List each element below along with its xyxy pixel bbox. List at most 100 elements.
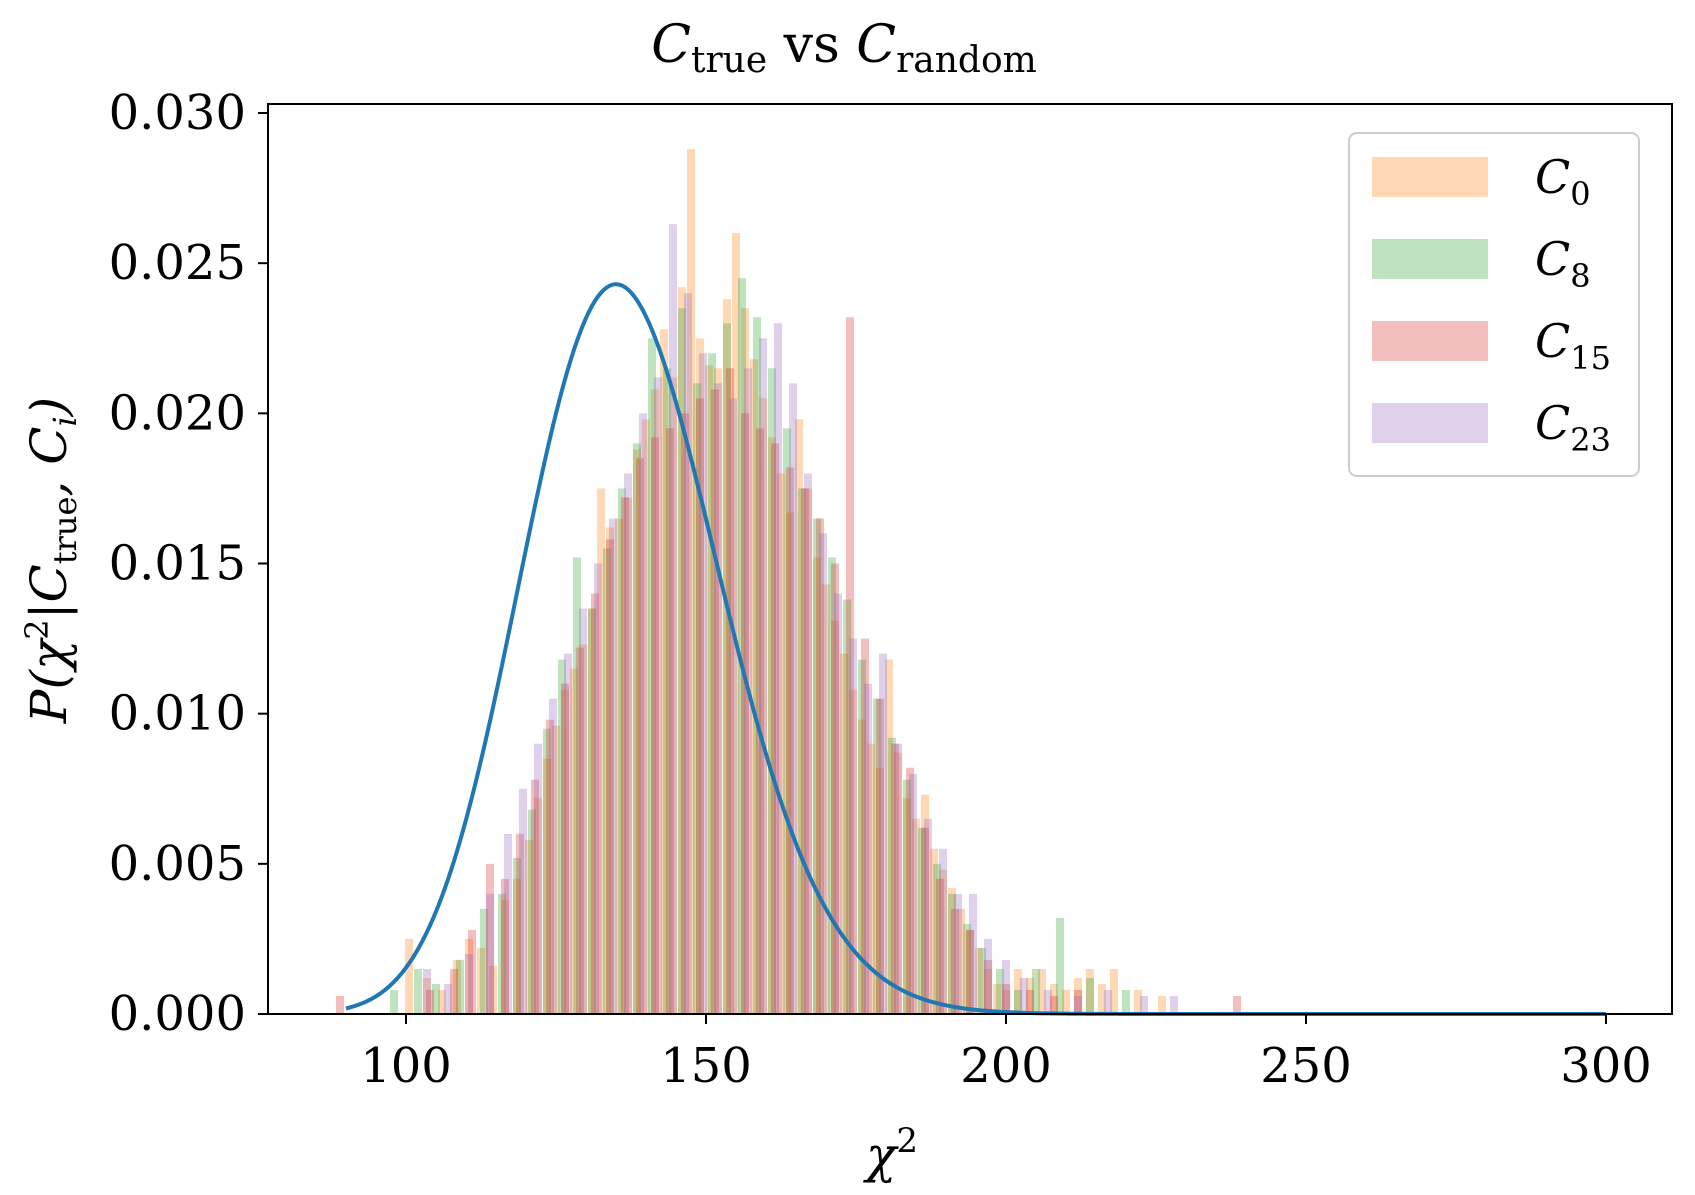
- histogram-bar: [722, 323, 732, 1014]
- histogram-bar: [1097, 983, 1107, 1014]
- histogram-bar: [467, 929, 477, 1014]
- x-tick-label: 200: [960, 1038, 1052, 1094]
- histogram-bar: [497, 893, 507, 1014]
- histogram-bar: [665, 428, 675, 1014]
- histogram-bar: [569, 668, 579, 1014]
- histogram-bar: [827, 557, 837, 1014]
- histogram-bar: [1013, 989, 1023, 1014]
- histogram-bar: [857, 659, 867, 1014]
- histogram-bar: [758, 398, 768, 1014]
- histogram-bar: [695, 338, 705, 1014]
- histogram-bar: [650, 389, 660, 1014]
- histogram-bar: [893, 752, 903, 1014]
- histogram-bar: [923, 818, 933, 1014]
- histogram-bar: [713, 383, 723, 1014]
- histogram-bar: [845, 317, 855, 1014]
- histogram-bar: [728, 398, 738, 1014]
- histogram-bar: [785, 512, 795, 1014]
- histogram-bar: [578, 644, 588, 1014]
- histogram-bar: [977, 947, 987, 1014]
- histogram-bar: [485, 893, 495, 1014]
- histogram-bar: [905, 767, 915, 1014]
- histogram-bar: [572, 557, 582, 1014]
- histogram-bar: [1049, 983, 1059, 1014]
- histogram-bar: [1061, 989, 1071, 1014]
- histogram-bar: [1025, 977, 1035, 1014]
- histogram-bar: [908, 773, 918, 1014]
- histogram-bar: [686, 149, 696, 1014]
- histogram-bar: [614, 518, 624, 1014]
- histogram-bar: [1019, 977, 1029, 1014]
- histogram-bar: [755, 428, 765, 1014]
- histogram-bar: [857, 719, 867, 1014]
- histogram-bar: [533, 797, 543, 1014]
- histogram-bar: [464, 938, 474, 1014]
- histogram-bar: [623, 497, 633, 1014]
- histogram-bar: [425, 989, 435, 1014]
- histogram-bar: [788, 383, 798, 1014]
- histogram-bar: [605, 527, 615, 1014]
- histogram-bar: [968, 893, 978, 1014]
- histogram-bar: [518, 788, 528, 1014]
- histogram-bar: [938, 869, 948, 1014]
- histogram-bar: [770, 443, 780, 1014]
- plot-area-frame: [267, 103, 1673, 1015]
- histogram-bar: [1133, 989, 1143, 1014]
- chart-title: Ctrue vs Crandom: [651, 15, 1037, 81]
- histogram-bar: [752, 317, 762, 1014]
- histogram-bar: [635, 458, 645, 1015]
- histogram-bar: [557, 659, 567, 1014]
- legend-label: C8: [1535, 232, 1591, 295]
- histogram-bar: [503, 833, 513, 1014]
- histogram-bar: [782, 428, 792, 1014]
- histogram-bar: [956, 908, 966, 1014]
- histogram-bar: [818, 533, 828, 1014]
- series-C_0: [404, 149, 1167, 1015]
- histogram-bar: [833, 593, 843, 1014]
- histogram-bar: [917, 827, 927, 1014]
- histogram-bar: [1157, 995, 1167, 1014]
- y-tick-label: 0.000: [109, 986, 246, 1042]
- histogram-bar: [740, 413, 750, 1014]
- histogram-bar: [812, 557, 822, 1014]
- histogram-bar: [725, 368, 735, 1015]
- histogram-bar: [677, 308, 687, 1014]
- histogram-bar: [485, 863, 495, 1014]
- histogram-bar: [677, 287, 687, 1015]
- histogram-bar: [650, 437, 660, 1014]
- histogram-bar: [548, 698, 558, 1014]
- histogram-bar: [866, 743, 876, 1014]
- histogram-bar: [863, 683, 873, 1014]
- histogram-bar: [1055, 917, 1065, 1014]
- histogram-bar: [1001, 989, 1011, 1014]
- histogram-bar: [542, 728, 552, 1014]
- histogram-bar: [965, 929, 975, 1014]
- histogram-bar: [767, 437, 777, 1014]
- legend-swatch: [1372, 321, 1488, 361]
- histogram-bar: [1232, 995, 1242, 1014]
- histogram-bar: [500, 899, 510, 1014]
- histogram-bar: [512, 857, 522, 1014]
- histogram-bar: [524, 839, 534, 1014]
- histogram-bar: [758, 338, 768, 1014]
- histogram-bar: [668, 377, 678, 1015]
- histogram-bar: [1001, 959, 1011, 1014]
- histogram-bar: [812, 518, 822, 1014]
- histogram-bar: [683, 293, 693, 1015]
- histogram-bar: [449, 968, 459, 1014]
- histogram-bar: [860, 638, 870, 1014]
- histogram-bar: [542, 758, 552, 1014]
- histogram-bar: [530, 779, 540, 1014]
- histogram-bar: [389, 989, 399, 1014]
- histogram-bar: [335, 995, 345, 1014]
- histogram-bar: [662, 368, 672, 1015]
- histogram-bar: [983, 938, 993, 1014]
- histogram-bar: [602, 548, 612, 1014]
- x-tick-label: 100: [360, 1038, 452, 1094]
- histogram-bar: [1121, 989, 1131, 1014]
- legend-box: [1348, 132, 1640, 477]
- histogram-bar: [647, 338, 657, 1014]
- histogram-bar: [962, 923, 972, 1014]
- histogram-bar: [848, 689, 858, 1014]
